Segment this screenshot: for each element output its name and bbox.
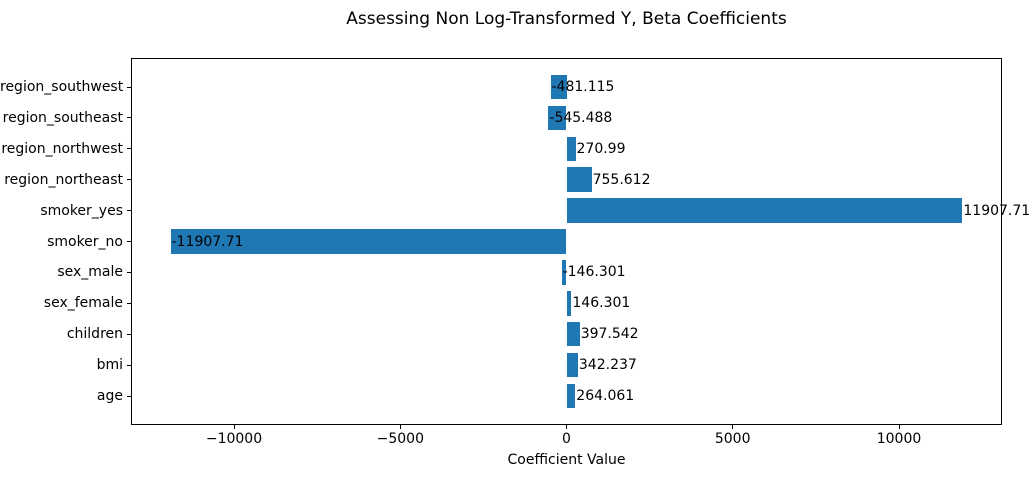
x-tick-label: −5000: [376, 431, 424, 447]
x-axis-label: Coefficient Value: [507, 452, 626, 468]
bar-value-label-bmi: 342.237: [578, 357, 637, 374]
y-tick-label-region_northeast: region_northeast: [4, 171, 123, 188]
y-tick-mark: [127, 148, 131, 150]
bar-region_northwest: [566, 136, 576, 162]
bar-smoker_no: [170, 229, 567, 254]
y-tick-label-region_northwest: region_northwest: [1, 140, 123, 157]
y-tick-label-region_southwest: region_southwest: [0, 79, 124, 95]
bar-sex_female: [566, 290, 572, 316]
bar-region_southeast: [548, 105, 567, 131]
x-tick-mark: [399, 425, 401, 429]
bar-value-label-region_southwest: -481.115: [551, 79, 615, 95]
y-tick-mark: [127, 333, 131, 335]
x-tick-mark: [898, 425, 900, 429]
y-tick-label-region_southeast: region_southeast: [2, 109, 123, 126]
bar-value-label-sex_female: 146.301: [572, 295, 631, 312]
bar-region_northeast: [566, 167, 592, 193]
y-tick-label-children: children: [66, 326, 123, 343]
y-tick-mark: [127, 271, 131, 273]
y-tick-label-sex_female: sex_female: [43, 295, 123, 312]
bar-value-label-smoker_no: -11907.71: [171, 233, 244, 250]
y-tick-label-smoker_no: smoker_no: [47, 233, 123, 250]
y-tick-mark: [127, 364, 131, 366]
bar-sex_male: [561, 260, 567, 285]
bar-value-label-region_northeast: 755.612: [592, 171, 651, 188]
bar-value-label-region_southeast: -545.488: [549, 109, 613, 126]
bar-value-label-smoker_yes: 11907.71: [963, 202, 1030, 219]
y-tick-label-age: age: [96, 388, 123, 404]
x-tick-label: −10000: [205, 431, 263, 447]
bar-bmi: [566, 352, 578, 378]
y-tick-label-smoker_yes: smoker_yes: [40, 202, 123, 219]
bar-age: [566, 383, 576, 409]
x-tick-label: 5000: [714, 431, 751, 447]
y-tick-mark: [127, 395, 131, 397]
chart-title: Assessing Non Log-Transformed Y, Beta Co…: [346, 9, 787, 29]
y-tick-mark: [127, 241, 131, 242]
x-tick-mark: [732, 425, 734, 429]
bar-value-label-region_northwest: 270.99: [576, 140, 626, 157]
bar-value-label-sex_male: -146.301: [562, 264, 626, 281]
bar-smoker_yes: [566, 198, 963, 223]
bar-region_southwest: [550, 74, 567, 100]
bar-value-label-age: 264.061: [576, 388, 635, 404]
bar-children: [566, 321, 580, 347]
x-tick-label: 0: [562, 431, 571, 447]
y-tick-mark: [127, 117, 131, 119]
x-tick-label: 10000: [876, 431, 922, 447]
y-tick-mark: [127, 179, 131, 181]
x-tick-mark: [233, 425, 235, 429]
y-tick-mark: [127, 86, 131, 88]
y-tick-label-bmi: bmi: [96, 357, 123, 374]
x-tick-mark: [566, 425, 567, 429]
bar-value-label-children: 397.542: [580, 326, 639, 343]
y-tick-mark: [127, 302, 131, 304]
y-tick-mark: [127, 210, 131, 212]
y-tick-label-sex_male: sex_male: [57, 264, 123, 281]
